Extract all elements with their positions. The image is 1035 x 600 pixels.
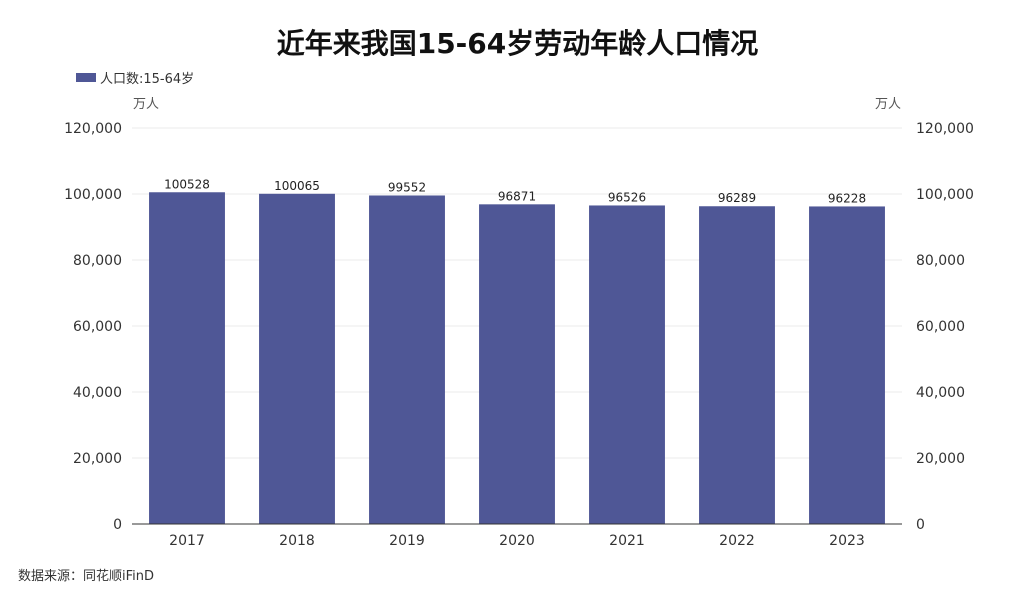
data-label: 96871 (498, 189, 536, 203)
bar (589, 205, 665, 524)
y-tick-label-left: 0 (113, 517, 122, 533)
y-tick-label-right: 60,000 (916, 319, 965, 335)
y-tick-label-left: 60,000 (73, 319, 122, 335)
y-tick-label-left: 120,000 (64, 121, 122, 137)
x-tick-label: 2023 (829, 533, 865, 549)
x-tick-label: 2021 (609, 533, 645, 549)
legend[interactable]: 人口数:15-64岁 (76, 68, 194, 87)
right-axis-unit: 万人 (875, 97, 902, 112)
source-note: 数据来源：同花顺iFinD (18, 569, 155, 584)
x-tick-label: 2022 (719, 533, 755, 549)
x-tick-label: 2020 (499, 533, 535, 549)
bar (369, 195, 445, 524)
bar (149, 192, 225, 524)
chart-title: 近年来我国15-64岁劳动年龄人口情况 (276, 27, 759, 60)
bar (259, 193, 335, 524)
bar (479, 204, 555, 525)
data-label: 99552 (388, 180, 426, 194)
data-label: 96228 (828, 191, 866, 205)
bar (809, 206, 885, 524)
y-tick-label-right: 0 (916, 517, 925, 533)
y-tick-label-right: 120,000 (916, 121, 974, 137)
y-tick-label-right: 20,000 (916, 451, 965, 467)
data-label: 96526 (608, 190, 646, 204)
y-tick-label-right: 80,000 (916, 253, 965, 269)
data-label: 100528 (164, 177, 210, 191)
x-tick-label: 2018 (279, 533, 315, 549)
y-tick-label-left: 20,000 (73, 451, 122, 467)
x-tick-label: 2017 (169, 533, 205, 549)
y-tick-label-left: 100,000 (64, 187, 122, 203)
y-tick-label-left: 40,000 (73, 385, 122, 401)
bar (699, 206, 775, 524)
y-tick-label-right: 100,000 (916, 187, 974, 203)
y-tick-label-left: 80,000 (73, 253, 122, 269)
legend-label: 人口数:15-64岁 (100, 72, 195, 87)
legend-swatch (76, 73, 96, 82)
data-label: 100065 (274, 179, 320, 193)
data-label: 96289 (718, 191, 756, 205)
left-axis-unit: 万人 (133, 97, 160, 112)
y-tick-label-right: 40,000 (916, 385, 965, 401)
x-tick-label: 2019 (389, 533, 425, 549)
